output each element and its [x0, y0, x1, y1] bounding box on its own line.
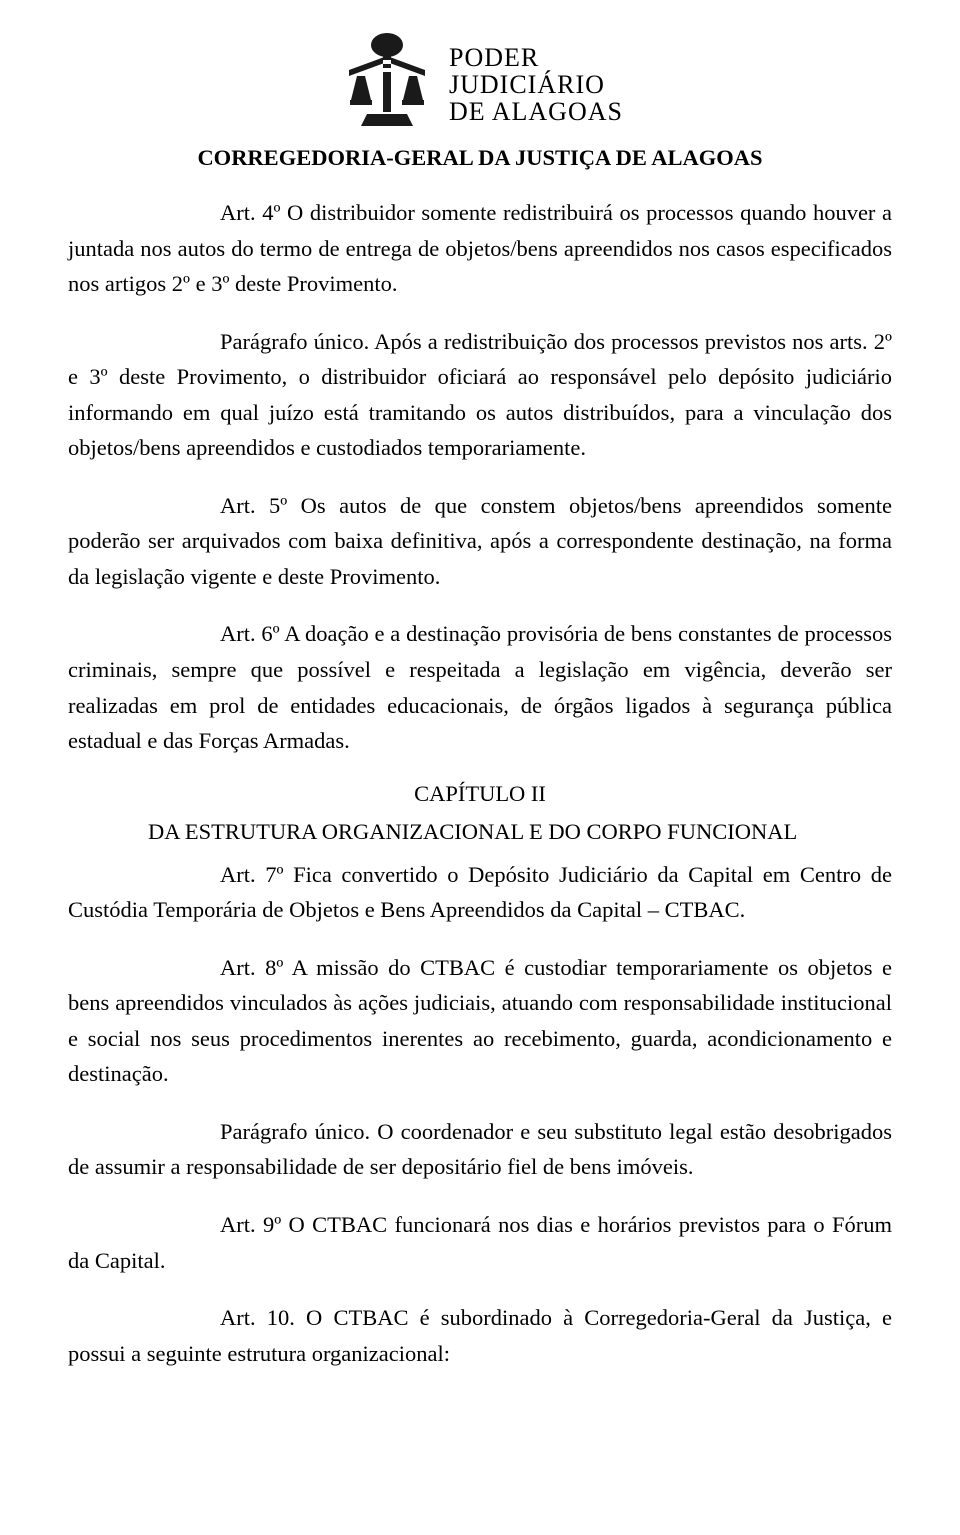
logo-text: PODER JUDICIÁRIO DE ALAGOAS	[449, 44, 623, 126]
article-7: Art. 7º Fica convertido o Depósito Judic…	[68, 857, 892, 928]
scales-justice-icon	[337, 32, 437, 137]
article-8-paragraph: Parágrafo único. O coordenador e seu sub…	[68, 1114, 892, 1185]
chapter-heading: CAPÍTULO II	[68, 781, 892, 807]
header-subtitle: CORREGEDORIA-GERAL DA JUSTIÇA DE ALAGOAS	[197, 145, 762, 171]
logo-line1: PODER	[449, 44, 623, 71]
article-4: Art. 4º O distribuidor somente redistrib…	[68, 195, 892, 302]
logo-line3: DE ALAGOAS	[449, 98, 623, 125]
article-5: Art. 5º Os autos de que constem objetos/…	[68, 488, 892, 595]
article-9: Art. 9º O CTBAC funcionará nos dias e ho…	[68, 1207, 892, 1278]
article-6: Art. 6º A doação e a destinação provisór…	[68, 616, 892, 758]
section-heading: DA ESTRUTURA ORGANIZACIONAL E DO CORPO F…	[148, 819, 892, 845]
article-4-paragraph: Parágrafo único. Após a redistribuição d…	[68, 324, 892, 466]
article-8: Art. 8º A missão do CTBAC é custodiar te…	[68, 950, 892, 1092]
article-10: Art. 10. O CTBAC é subordinado à Correge…	[68, 1300, 892, 1371]
logo-line2: JUDICIÁRIO	[449, 71, 623, 98]
document-header: PODER JUDICIÁRIO DE ALAGOAS CORREGEDORIA…	[68, 32, 892, 171]
logo-row: PODER JUDICIÁRIO DE ALAGOAS	[337, 32, 623, 137]
